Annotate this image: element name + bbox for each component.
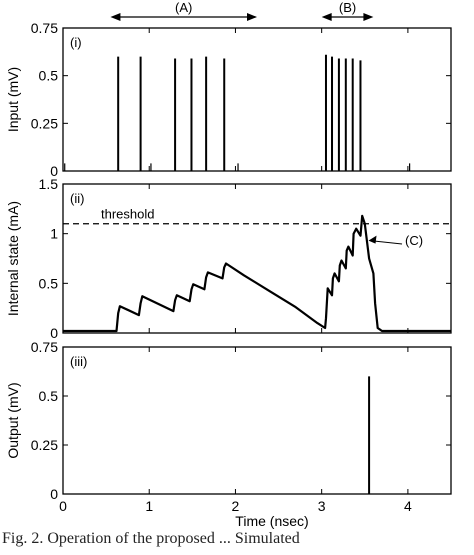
plot-frame [62,183,452,334]
y-tick-label: 0.75 [31,339,58,355]
plot-frame [62,346,452,495]
y-tick-label: 0.5 [39,68,59,84]
panel-label: (iii) [70,354,87,369]
y-axis-label: Output (mV) [5,382,21,458]
y-tick-label: 0.5 [39,388,59,404]
span-arrowhead-right [363,13,374,21]
y-tick-label: 0 [50,486,58,502]
panel-output: 0 0.25 0.5 0.75 0 1 2 3 4 Output (mV) Time (nsec) (… [5,339,452,529]
y-axis-label: Input (mV) [5,67,21,132]
y-axis-label: Internal state (mA) [5,201,21,316]
y-tick-label: 0.5 [39,275,59,291]
span-arrowhead-left [110,13,121,21]
y-tick-label: 1 [50,226,58,242]
span-label: (B) [339,0,356,15]
y-tick-label: 0 [50,163,58,179]
x-tick-label: 2 [232,498,240,514]
panel-input: 0 0.25 0.5 0.75 Input (mV) (i) [5,20,452,179]
panel-label: (ii) [70,191,84,206]
plot-frame [62,27,452,172]
panel-internal-state: 0 0.5 1 1.5 Internal state (mA) (ii) threshold… [5,176,452,341]
annotation-arrowhead [368,235,377,244]
panel-label: (i) [70,35,82,50]
x-tick-label: 3 [318,498,326,514]
annotation-label: (C) [405,233,423,248]
y-tick-label: 0.75 [31,20,58,36]
x-axis-label: Time (nsec) [235,513,308,529]
y-tick-label: 0 [50,325,58,341]
span-arrowhead-right [247,13,257,21]
figure-caption: Fig. 2. Operation of the proposed ... Si… [2,530,300,547]
internal-state-line [63,214,451,333]
y-tick-label: 0.25 [31,437,58,453]
top-annotations: (A) (B) [110,0,374,21]
span-label: (A) [175,0,192,15]
y-tick-label: 1.5 [39,176,59,192]
span-arrowhead-left [321,13,332,21]
x-tick-label: 4 [404,498,412,514]
x-tick-label: 0 [59,498,67,514]
x-tick-label: 1 [145,498,153,514]
y-tick-label: 0.25 [31,115,58,131]
threshold-label: threshold [101,207,154,222]
